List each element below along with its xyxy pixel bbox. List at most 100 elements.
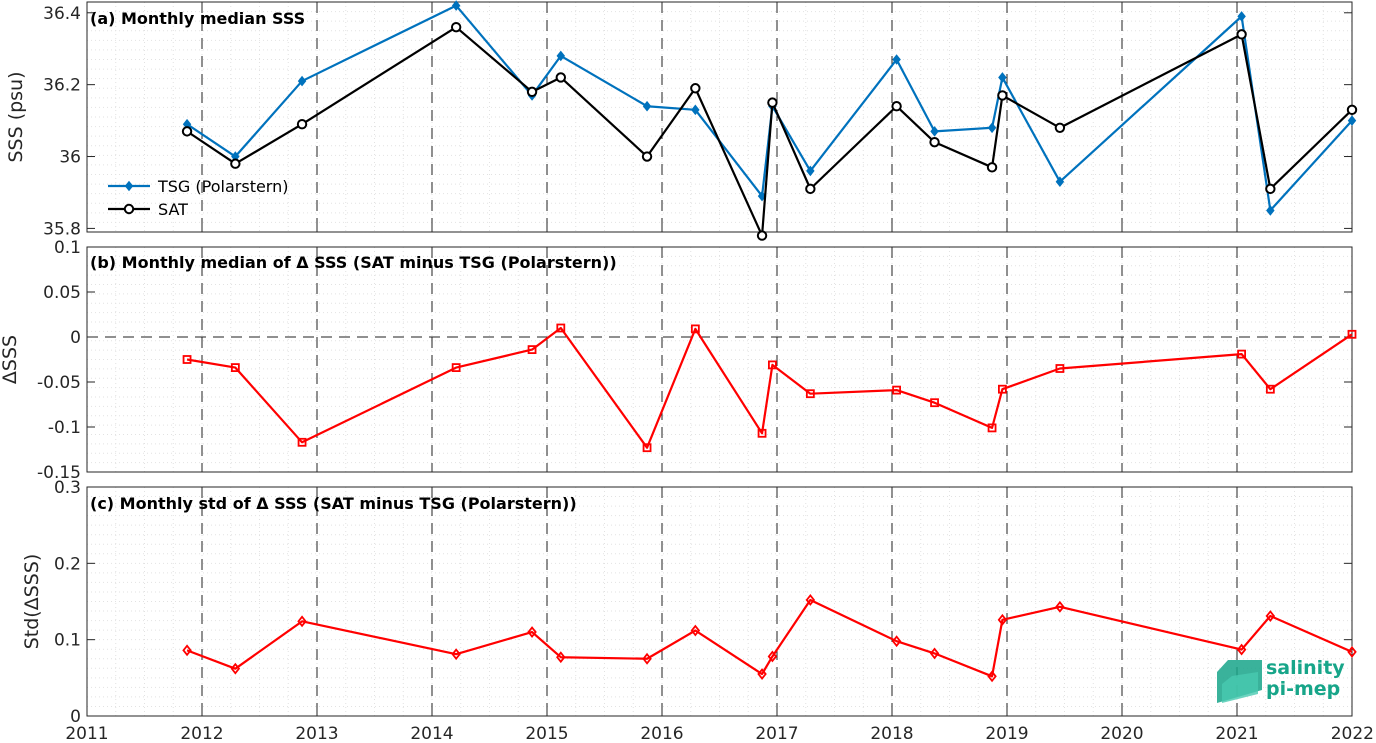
- data-point: [1265, 384, 1275, 394]
- y-axis-label: SSS (psu): [5, 71, 27, 162]
- x-tick-label: 2013: [295, 724, 338, 743]
- data-point: [987, 122, 997, 134]
- axes-frame: [86, 486, 1353, 717]
- x-tick-label: 2019: [985, 724, 1028, 743]
- panel-c: 0 0.1 0.2 0.3 Std(ΔSSS) (c) Monthly std of Δ …: [21, 478, 1357, 727]
- series-sat: [181, 21, 1358, 241]
- data-point: [891, 635, 902, 648]
- data-point: [556, 651, 566, 664]
- data-point: [690, 624, 701, 637]
- data-point: [756, 230, 768, 241]
- data-point: [805, 389, 815, 399]
- data-point: [527, 345, 537, 355]
- x-tick-label: 2012: [180, 724, 223, 743]
- data-point: [1236, 643, 1247, 656]
- y-tick-label: 0.1: [54, 631, 81, 651]
- data-point: [1055, 176, 1065, 187]
- grid: [86, 486, 1353, 717]
- data-point: [182, 355, 192, 364]
- data-point: [690, 83, 701, 94]
- panel-a: 35.8 36 36.2 36.4 SSS (psu) (a) Monthly media…: [5, 0, 1358, 241]
- data-point: [297, 75, 307, 87]
- data-point: [1054, 122, 1066, 133]
- y-tick-label: 35.8: [43, 219, 81, 239]
- data-point: [1347, 645, 1357, 658]
- data-point: [556, 50, 566, 62]
- data-point: [997, 613, 1008, 626]
- data-point: [1237, 11, 1246, 22]
- data-point: [930, 398, 939, 408]
- data-point: [987, 423, 997, 433]
- y-axis-label: Std(ΔSSS): [21, 554, 43, 650]
- data-point: [642, 100, 652, 112]
- data-point: [230, 158, 241, 169]
- data-point: [892, 54, 901, 65]
- legend-label: SAT: [158, 200, 188, 219]
- data-point: [297, 615, 307, 628]
- data-point: [641, 151, 653, 162]
- x-tick-label: 2020: [1100, 724, 1143, 743]
- y-tick-label: -0.05: [37, 373, 81, 393]
- data-point: [230, 662, 241, 675]
- salinity-pi-mep-logo: salinity pi-mep: [1217, 657, 1345, 703]
- y-tick-label: 0.3: [54, 478, 81, 498]
- data-point: [891, 101, 902, 112]
- data-point: [691, 104, 700, 116]
- y-axis-label: ΔSSS: [0, 335, 21, 384]
- data-point: [181, 126, 193, 137]
- data-point: [987, 670, 997, 683]
- data-point: [986, 162, 998, 173]
- y-tick-label: 0: [70, 328, 81, 348]
- data-point: [998, 72, 1007, 83]
- data-point: [930, 126, 939, 137]
- data-point: [805, 183, 816, 195]
- panel-b: -0.15 -0.1 -0.05 0 0.05 0.1 ΔSSS (b) Monthly me…: [0, 238, 1357, 483]
- x-tick-label: 2015: [525, 724, 568, 743]
- data-point: [757, 668, 767, 680]
- data-point: [527, 626, 537, 638]
- y-tick-label: -0.15: [37, 463, 81, 483]
- y-tick-label: 0.2: [54, 554, 81, 574]
- axes-frame: [86, 246, 1353, 473]
- data-point: [929, 647, 940, 660]
- data-point: [1237, 349, 1246, 359]
- data-point: [296, 118, 308, 130]
- data-point: [1347, 115, 1357, 126]
- data-point: [806, 165, 815, 177]
- data-point: [297, 437, 307, 447]
- y-tick-label: 36.4: [43, 4, 81, 24]
- y-tick-label: 0: [70, 707, 81, 727]
- data-point: [892, 385, 901, 395]
- x-tick-label: 2021: [1215, 724, 1258, 743]
- data-point: [555, 72, 566, 83]
- data-point: [1265, 610, 1276, 622]
- logo-text-salinity: salinity: [1266, 657, 1345, 679]
- x-tick-label: 2011: [65, 724, 108, 743]
- logo-text-pi-mep: pi-mep: [1266, 678, 1340, 700]
- data-point: [1346, 104, 1358, 116]
- data-point: [451, 648, 461, 661]
- data-point: [805, 594, 816, 606]
- data-point: [526, 86, 538, 98]
- data-point: [556, 323, 566, 333]
- data-point: [690, 324, 700, 334]
- data-point: [998, 384, 1007, 394]
- data-point: [1055, 600, 1065, 613]
- panel-title: (b) Monthly median of Δ SSS (SAT minus T…: [90, 253, 617, 272]
- data-point: [450, 21, 462, 33]
- x-tick-label: 2016: [640, 724, 683, 743]
- data-point: [997, 90, 1008, 101]
- x-tick-label: 2014: [410, 724, 453, 743]
- y-tick-label: 0.05: [43, 283, 81, 303]
- y-tick-label: 36.2: [43, 76, 81, 96]
- data-point: [757, 428, 767, 438]
- data-point: [1266, 205, 1275, 216]
- logo-wave-highlight: [1222, 672, 1258, 703]
- x-tick-label: 2022: [1331, 724, 1374, 743]
- panel-title: (a) Monthly median SSS: [90, 9, 305, 28]
- data-point: [642, 443, 652, 453]
- x-tick-label: 2017: [755, 724, 798, 743]
- y-tick-label: 36: [59, 148, 81, 168]
- data-point: [230, 363, 240, 373]
